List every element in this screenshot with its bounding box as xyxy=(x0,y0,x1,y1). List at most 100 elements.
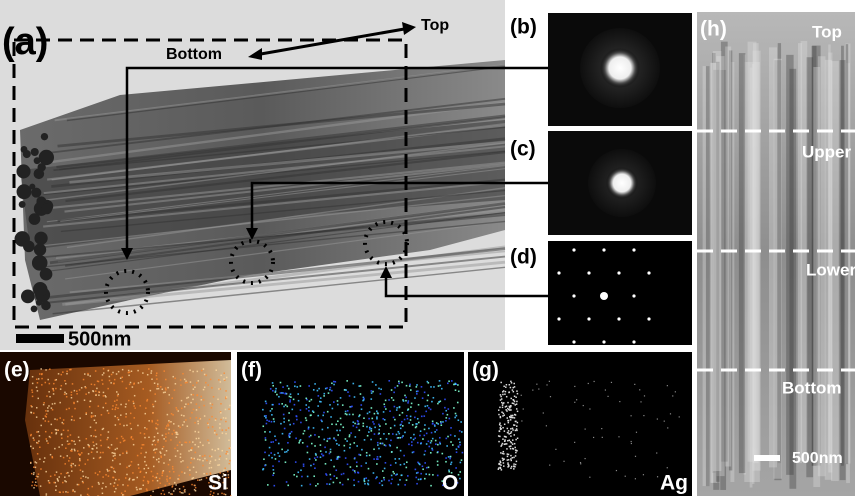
speck xyxy=(574,402,575,403)
speck xyxy=(295,437,297,439)
speck xyxy=(398,381,400,383)
panel-label: (e) xyxy=(4,359,30,382)
speck xyxy=(225,453,227,455)
speck xyxy=(504,424,506,426)
speck xyxy=(329,389,331,391)
speck xyxy=(343,473,345,475)
speck xyxy=(513,448,515,450)
speck xyxy=(455,413,457,415)
speck xyxy=(92,486,94,488)
speck xyxy=(263,458,265,460)
speck xyxy=(424,424,426,426)
speck xyxy=(343,445,345,447)
spot xyxy=(572,340,575,343)
speck xyxy=(366,452,368,454)
speck xyxy=(186,382,188,384)
speck xyxy=(189,441,191,443)
speck xyxy=(388,433,390,435)
speck xyxy=(112,372,114,374)
speck xyxy=(194,422,196,424)
speck xyxy=(148,437,150,439)
speck xyxy=(339,482,341,484)
speck xyxy=(317,390,319,392)
speck xyxy=(215,459,217,461)
speck xyxy=(378,424,380,426)
spot xyxy=(647,317,650,320)
speck xyxy=(431,401,433,403)
speck xyxy=(284,451,286,453)
speck xyxy=(176,433,178,435)
speck xyxy=(335,381,337,383)
speck xyxy=(140,453,142,455)
spot xyxy=(572,248,575,251)
speck xyxy=(196,417,198,419)
speck xyxy=(367,435,369,437)
speck xyxy=(346,414,348,416)
speck xyxy=(32,396,34,398)
speck xyxy=(503,453,505,455)
speck xyxy=(71,450,73,452)
speck xyxy=(33,487,35,489)
speck xyxy=(137,370,139,372)
speck xyxy=(71,397,73,399)
speck xyxy=(368,480,370,482)
speck xyxy=(329,438,331,440)
speck xyxy=(585,428,586,429)
speck xyxy=(516,390,518,392)
spot xyxy=(600,292,608,300)
speck xyxy=(270,441,272,443)
speck xyxy=(79,440,81,442)
speck xyxy=(207,384,209,386)
speck xyxy=(345,457,347,459)
speck xyxy=(282,392,284,394)
speck xyxy=(87,494,89,496)
speck xyxy=(601,428,602,429)
speck xyxy=(317,483,319,485)
speck xyxy=(393,417,395,419)
speck xyxy=(64,392,66,394)
speck xyxy=(67,436,69,438)
speck xyxy=(410,389,412,391)
speck xyxy=(71,392,73,394)
speck xyxy=(126,388,128,390)
speck xyxy=(412,424,414,426)
speck xyxy=(420,479,422,481)
speck xyxy=(173,423,175,425)
speck xyxy=(209,419,211,421)
speck xyxy=(220,412,222,414)
speck xyxy=(95,436,97,438)
speck xyxy=(71,463,73,465)
speck xyxy=(506,384,508,386)
speck xyxy=(189,469,191,471)
speck xyxy=(432,449,434,451)
speck xyxy=(504,414,506,416)
speck xyxy=(191,457,193,459)
speck xyxy=(424,450,426,452)
speck xyxy=(195,490,197,492)
speck xyxy=(179,488,181,490)
speck xyxy=(178,425,180,427)
speck xyxy=(46,440,48,442)
speck xyxy=(397,385,399,387)
speck xyxy=(85,393,87,395)
speck xyxy=(204,387,206,389)
speck xyxy=(184,442,186,444)
speck xyxy=(371,430,373,432)
speck xyxy=(447,383,449,385)
speck xyxy=(363,398,365,400)
speck xyxy=(514,466,516,468)
speck xyxy=(111,374,113,376)
speck xyxy=(546,425,547,426)
speck xyxy=(128,465,130,467)
speck xyxy=(174,448,176,450)
speck xyxy=(84,399,86,401)
speck xyxy=(510,433,512,435)
speck xyxy=(432,474,434,476)
speck xyxy=(129,384,131,386)
speck xyxy=(631,443,632,444)
speck xyxy=(146,428,148,430)
speck xyxy=(72,463,74,465)
speck xyxy=(502,415,504,417)
speck xyxy=(378,388,380,390)
speck xyxy=(98,391,100,393)
